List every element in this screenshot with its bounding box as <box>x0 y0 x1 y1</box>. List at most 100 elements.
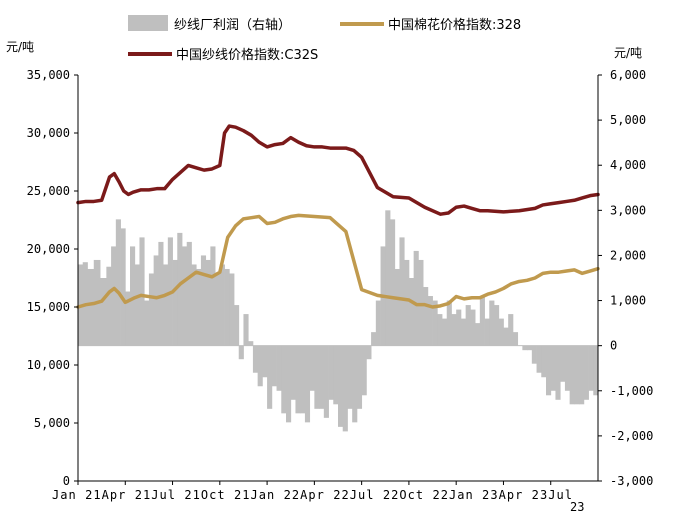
profit-area-bar <box>541 345 547 378</box>
profit-area-bar <box>503 327 509 346</box>
profit-area-bar <box>427 296 433 346</box>
left-tick-label: 5,000 <box>34 416 70 430</box>
profit-area-bar <box>385 210 391 346</box>
profit-area-bar <box>588 345 594 391</box>
profit-area-bar <box>238 345 244 360</box>
profit-area-bar <box>550 345 556 391</box>
profit-area-bar <box>314 345 320 409</box>
profit-area-bar <box>153 255 159 346</box>
profit-area-bar <box>125 291 131 346</box>
profit-area-bar <box>394 268 400 346</box>
left-tick-label: 30,000 <box>27 126 70 140</box>
profit-area-bar <box>295 345 301 414</box>
profit-area-bar <box>456 309 462 346</box>
profit-area-bar <box>290 345 296 400</box>
profit-area-bar <box>234 305 240 346</box>
profit-area-bar <box>186 241 192 346</box>
profit-area-bar <box>408 278 415 346</box>
profit-area-bar <box>390 219 396 346</box>
legend-swatch-profit <box>128 15 168 31</box>
profit-area-bar <box>423 287 429 346</box>
profit-area-bar <box>177 232 183 346</box>
profit-area-bar <box>100 278 107 346</box>
profit-area-bar <box>111 246 117 346</box>
profit-area-bar <box>583 345 589 400</box>
right-tick-label: -2,000 <box>610 429 653 443</box>
profit-area-bar <box>87 268 95 346</box>
profit-area-bar <box>304 345 311 423</box>
profit-area-bar <box>257 345 263 387</box>
profit-area-bar <box>319 345 325 409</box>
profit-area-bar <box>536 345 542 373</box>
right-tick-label: 6,000 <box>610 68 646 82</box>
profit-area-bar <box>271 345 277 387</box>
profit-area-bar <box>489 300 495 346</box>
left-tick-label: 0 <box>63 474 70 488</box>
profit-area-bar <box>229 273 235 346</box>
profit-area-bar <box>356 345 363 409</box>
profit-area-series <box>78 210 599 432</box>
profit-area-bar <box>465 305 471 346</box>
profit-area-bar <box>579 345 585 405</box>
profit-area-bar <box>352 345 358 423</box>
profit-area-bar <box>574 345 580 405</box>
x-axis-ticks: Jan 21Apr 21Jul 21Oct 21Jan 22Apr 22Jul … <box>52 481 584 513</box>
profit-area-bar <box>546 345 552 396</box>
profit-area-bar <box>115 219 121 346</box>
profit-area-bar <box>564 345 571 391</box>
profit-area-bar <box>106 266 112 346</box>
profit-area-bar <box>446 300 452 346</box>
profit-area-bar <box>512 332 519 346</box>
profit-area-bar <box>163 264 169 346</box>
profit-area-bar <box>479 296 485 346</box>
profit-area-bar <box>205 259 211 346</box>
profit-area-bar <box>200 255 207 346</box>
legend-label-cotton: 中国棉花价格指数:328 <box>388 17 521 33</box>
profit-area-bar <box>224 268 230 346</box>
profit-area-bar <box>555 345 561 400</box>
profit-area-bar <box>569 345 575 405</box>
profit-area-bar <box>371 332 377 346</box>
profit-area-bar <box>494 305 500 346</box>
profit-area-bar <box>508 314 514 346</box>
right-tick-label: -3,000 <box>610 474 653 488</box>
profit-area-bar <box>148 273 155 346</box>
profit-area-bar <box>309 345 315 391</box>
profit-area-bar <box>144 300 150 346</box>
profit-area-bar <box>158 241 164 346</box>
profit-area-bar <box>120 228 126 346</box>
profit-area-bar <box>219 264 225 346</box>
profit-area-bar <box>593 345 599 396</box>
left-axis-ticks: 0 5,000 10,000 15,000 20,000 25,000 30,000 35,0… <box>27 68 78 488</box>
profit-area-bar <box>375 300 381 346</box>
profit-area-bar <box>342 345 348 432</box>
profit-area-bar <box>196 268 202 346</box>
profit-area-bar <box>134 264 140 346</box>
profit-area-bar <box>531 345 537 364</box>
left-tick-label: 20,000 <box>27 242 70 256</box>
right-tick-label: 1,000 <box>610 294 646 308</box>
profit-area-bar <box>470 309 476 346</box>
profit-area-bar <box>262 345 268 378</box>
profit-area-bar <box>404 259 410 346</box>
right-tick-label: 4,000 <box>610 158 646 172</box>
legend-label-yarn: 中国纱线价格指数:C32S <box>176 47 318 63</box>
right-tick-label: -1,000 <box>610 384 653 398</box>
right-tick-label: 3,000 <box>610 203 646 217</box>
profit-area-bar <box>366 345 372 360</box>
profit-area-bar <box>210 246 216 346</box>
x-tick-labels-row2: 23 <box>570 500 584 513</box>
profit-area-bar <box>191 264 197 346</box>
profit-area-bar <box>130 246 136 346</box>
profit-area-bar <box>182 246 188 346</box>
profit-area-bar <box>418 259 424 346</box>
profit-area-bar <box>281 345 287 414</box>
profit-area-bar <box>172 259 178 346</box>
profit-area-bar <box>527 345 533 351</box>
x-tick-labels-row1: Jan 21Apr 21Jul 21Oct 21Jan 22Apr 22Jul … <box>52 488 572 502</box>
left-tick-label: 35,000 <box>27 68 70 82</box>
profit-area-bar <box>442 318 448 346</box>
profit-area-bar <box>498 318 504 346</box>
profit-area-bar <box>560 345 566 382</box>
